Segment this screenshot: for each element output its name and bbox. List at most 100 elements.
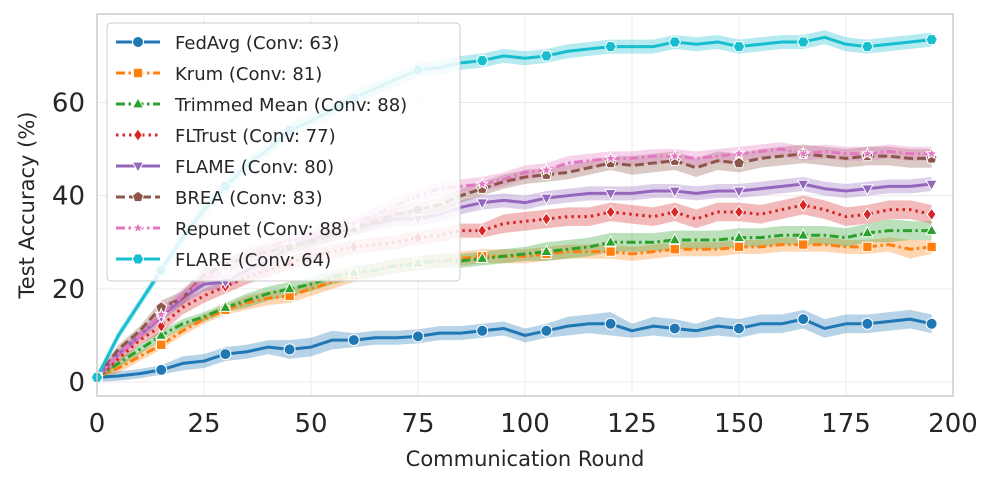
krum-marker <box>862 241 873 253</box>
legend-marker-fedavg <box>132 36 144 48</box>
legend-item-fedavg: FedAvg (Conv: 63) <box>116 33 339 54</box>
fedavg-marker <box>797 313 810 326</box>
fedavg-marker <box>412 330 424 343</box>
legend-item-flame: FLAME (Conv: 80) <box>116 157 334 178</box>
trimmed-marker <box>861 225 874 238</box>
fedavg-marker <box>283 343 296 356</box>
legend-label-trimmed: Trimmed Mean (Conv: 88) <box>174 95 407 116</box>
legend-marker-brea <box>131 190 145 203</box>
flame-marker <box>668 186 682 199</box>
fltrust-marker <box>477 223 488 238</box>
flare-marker <box>540 50 553 62</box>
trimmed-marker <box>604 235 617 247</box>
fedavg-marker <box>476 324 489 337</box>
y-tick-label: 20 <box>52 275 85 305</box>
fltrust-marker <box>669 205 680 219</box>
legend-marker-krum <box>132 67 144 79</box>
legend-marker-fltrust <box>132 128 144 142</box>
trimmed-marker <box>283 281 296 294</box>
krum-band <box>97 237 932 383</box>
krum-marker <box>733 241 745 253</box>
y-tick-label: 60 <box>52 89 85 119</box>
x-tick-label: 75 <box>401 409 434 439</box>
flame-marker <box>861 184 874 196</box>
legend-item-trimmed: Trimmed Mean (Conv: 88) <box>116 95 407 116</box>
legend-label-repunet: Repunet (Conv: 88) <box>175 219 349 240</box>
legend-label-flame: FLAME (Conv: 80) <box>175 157 334 178</box>
trimmed-marker <box>668 232 682 245</box>
x-axis-title: Communication Round <box>406 447 645 471</box>
fltrust-marker <box>926 207 937 222</box>
legend: FedAvg (Conv: 63) Krum (Conv: 81) Trimmed … <box>106 22 461 282</box>
repunet-marker <box>924 146 939 160</box>
legend-label-brea: BREA (Conv: 83) <box>175 188 323 209</box>
repunet-marker <box>667 148 682 162</box>
krum-marker <box>605 246 616 257</box>
fltrust-marker <box>605 205 616 219</box>
krum-marker <box>669 244 680 255</box>
repunet-marker <box>603 151 618 165</box>
y-tick-label: 40 <box>52 182 85 212</box>
x-tick-label: 200 <box>928 409 978 439</box>
fedavg-marker <box>155 363 168 376</box>
trimmed-marker <box>796 228 810 240</box>
x-tick-label: 100 <box>500 409 550 439</box>
flame-marker <box>540 193 553 206</box>
fltrust-band <box>97 195 932 383</box>
fedavg-marker <box>733 322 745 335</box>
fedavg-marker <box>347 334 360 347</box>
legend-box <box>106 22 461 282</box>
legend-label-krum: Krum (Conv: 81) <box>175 64 322 85</box>
legend-item-krum: Krum (Conv: 81) <box>116 64 322 85</box>
flare-marker <box>604 41 617 53</box>
repunet-marker <box>860 146 875 160</box>
fltrust-marker <box>541 212 552 226</box>
flare-marker <box>668 36 682 48</box>
fltrust-line <box>96 203 932 379</box>
flare-marker <box>475 55 489 67</box>
flame-marker <box>925 179 938 192</box>
krum-marker <box>926 241 937 253</box>
legend-item-brea: BREA (Conv: 83) <box>116 188 323 209</box>
y-axis-title: Test Accuracy (%) <box>15 112 39 300</box>
legend-marker-flare <box>131 253 145 265</box>
fltrust-marker <box>156 319 167 334</box>
x-tick-label: 150 <box>714 409 764 439</box>
fedavg-marker <box>668 322 681 335</box>
x-tick-label: 175 <box>821 409 871 439</box>
brea-marker <box>732 156 746 169</box>
krum-marker <box>798 239 809 250</box>
x-tick-label: 50 <box>294 409 327 439</box>
legend-label-fltrust: FLTrust (Conv: 77) <box>175 126 336 147</box>
flame-marker <box>796 179 810 192</box>
legend-marker-trimmed <box>131 96 145 109</box>
flame-marker <box>732 186 746 199</box>
trimmed-marker <box>540 244 553 256</box>
fedavg-line <box>96 317 932 379</box>
flare-marker <box>861 41 874 53</box>
repunet-marker <box>732 146 746 160</box>
flare-marker <box>732 41 746 53</box>
flame-marker <box>604 189 617 201</box>
krum-marker <box>156 339 167 350</box>
x-tick-label: 125 <box>607 409 657 439</box>
flame-band <box>97 177 932 383</box>
legend-item-repunet: Repunet (Conv: 88) <box>116 219 349 240</box>
legend-label-fedavg: FedAvg (Conv: 63) <box>175 33 339 54</box>
trimmed-marker <box>475 251 489 263</box>
krum-line <box>96 243 932 379</box>
y-tick-label: 0 <box>68 368 85 398</box>
trimmed-marker <box>219 300 232 312</box>
repunet-marker <box>154 307 169 321</box>
trimmed-marker <box>154 328 168 340</box>
plot-frame <box>96 13 954 397</box>
legend-marker-flame <box>131 161 145 174</box>
legend-marker-repunet <box>131 220 145 234</box>
trimmed-marker <box>732 230 746 242</box>
repunet-marker <box>539 162 554 176</box>
fltrust-marker <box>733 205 745 219</box>
x-tick-label: 0 <box>89 409 106 439</box>
x-tick-label: 25 <box>187 409 220 439</box>
legend-item-flare: FLARE (Conv: 64) <box>116 250 331 271</box>
